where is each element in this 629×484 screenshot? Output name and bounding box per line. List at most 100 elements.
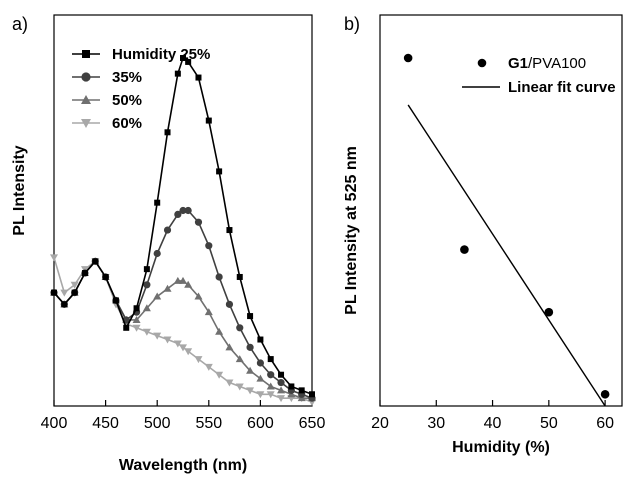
legend-marker-triangle-down	[81, 119, 91, 128]
x-axis-ticks: 400 450 500 550 600 650	[41, 400, 326, 432]
data-point	[226, 227, 233, 234]
legend-marker-circle	[477, 58, 487, 68]
data-point	[132, 324, 141, 332]
data-point	[184, 348, 193, 356]
data-point	[123, 324, 130, 331]
x-tick-label: 550	[195, 415, 222, 432]
legend-marker-shape	[81, 95, 91, 104]
data-point	[61, 301, 68, 308]
data-point	[153, 332, 162, 340]
data-point	[246, 366, 255, 374]
data-point	[247, 313, 254, 320]
legend-marker-triangle-up	[81, 95, 91, 104]
data-point	[204, 363, 213, 371]
data-point	[174, 70, 181, 77]
data-point	[164, 129, 171, 136]
data-point	[184, 206, 192, 215]
data-point	[246, 343, 254, 351]
data-point	[143, 281, 151, 289]
data-point	[277, 395, 286, 403]
legend-marker-shape	[82, 50, 90, 58]
data-point	[403, 53, 413, 63]
data-point	[194, 218, 203, 226]
data-point	[278, 371, 285, 378]
series-line	[53, 56, 313, 396]
y-axis-title: PL Intensity	[11, 145, 28, 235]
legend-entry-35: 35%	[72, 69, 142, 86]
legend-label-rest: /PVA100	[528, 55, 586, 72]
series-group	[50, 55, 316, 407]
data-point	[142, 304, 151, 312]
legend-marker-shape	[81, 119, 91, 128]
data-point	[246, 387, 255, 395]
data-point	[112, 297, 119, 304]
x-tick-label: 40	[484, 415, 502, 432]
data-point	[179, 206, 187, 215]
data-point	[133, 305, 140, 312]
legend-entry-linear-fit: Linear fit curve	[462, 79, 616, 96]
x-tick-label: 20	[371, 415, 389, 432]
data-point	[51, 289, 57, 296]
x-tick-label: 60	[596, 415, 614, 432]
data-point	[256, 359, 264, 367]
legend-entry-60: 60%	[72, 115, 142, 132]
data-point	[163, 336, 172, 344]
x-tick-label: 400	[41, 415, 68, 432]
data-point	[194, 292, 203, 300]
data-point	[173, 340, 182, 348]
data-point	[81, 270, 88, 277]
x-tick-label: 650	[299, 415, 326, 432]
data-point	[71, 289, 78, 296]
legend-label: Linear fit curve	[508, 79, 616, 96]
legend-entry-25: Humidity 25%	[72, 46, 210, 63]
legend-label-bold: G1	[508, 55, 528, 72]
data-point	[257, 336, 264, 343]
x-axis-title: Wavelength (nm)	[119, 457, 247, 474]
x-axis-ticks: 20 30 40 50 60	[371, 400, 614, 432]
legend-marker-shape	[81, 72, 91, 82]
y-axis-title: PL Intensity at 525 nm	[343, 146, 360, 315]
data-point	[195, 74, 202, 81]
data-point	[277, 386, 286, 394]
data-point	[185, 58, 192, 65]
legend-label: 60%	[112, 115, 142, 132]
data-point	[600, 389, 610, 399]
legend: G1/PVA100 Linear fit curve	[462, 55, 616, 96]
panel-b-humidity: b) 20 30 40 50 60 Humidity (%) PL Intensity …	[343, 14, 623, 456]
data-point	[132, 315, 141, 323]
legend-entry-50: 50%	[72, 92, 142, 109]
data-point	[180, 55, 186, 62]
data-point	[163, 226, 172, 234]
x-tick-label: 50	[540, 415, 558, 432]
series-line	[53, 209, 313, 399]
data-point	[179, 344, 187, 352]
legend-label: 50%	[112, 92, 142, 109]
data-point	[184, 280, 193, 288]
data-point	[92, 258, 99, 265]
x-axis-title: Humidity (%)	[452, 439, 550, 456]
series-circle	[50, 206, 316, 402]
data-point	[298, 387, 305, 394]
data-point	[544, 307, 554, 317]
legend-label: 35%	[112, 69, 142, 86]
data-point	[215, 371, 224, 379]
data-point	[225, 300, 234, 308]
series-scatter	[403, 53, 610, 399]
data-point	[50, 254, 58, 262]
panel-a-spectra: a) 400 450 500 550 600 650 Wavelength (nm) PL…	[11, 14, 325, 474]
data-point	[205, 242, 213, 250]
data-point	[143, 266, 150, 273]
data-point	[267, 371, 275, 379]
data-point	[236, 273, 243, 280]
data-point	[225, 343, 234, 351]
data-point	[154, 199, 161, 206]
data-point	[204, 308, 213, 316]
data-point	[225, 379, 234, 387]
data-point	[205, 117, 212, 124]
data-point	[235, 383, 244, 391]
data-point	[256, 391, 265, 399]
data-point	[266, 391, 275, 399]
x-tick-label: 450	[92, 415, 119, 432]
data-point	[179, 276, 187, 284]
